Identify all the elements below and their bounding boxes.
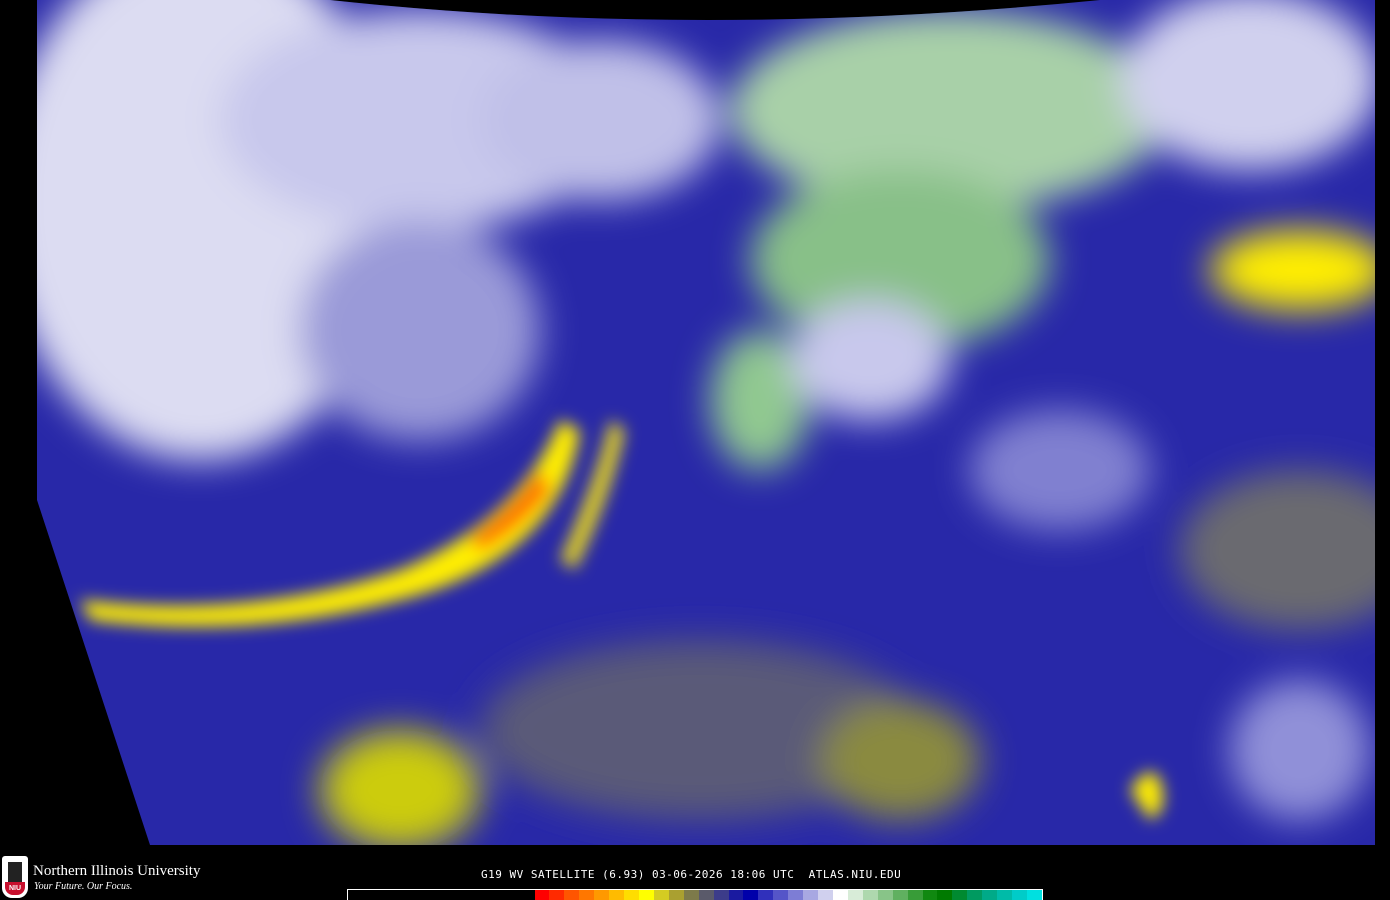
tower-icon — [8, 862, 22, 882]
color-scale-swatch — [982, 890, 998, 900]
color-scale-swatch — [967, 890, 983, 900]
color-scale-swatch — [698, 890, 714, 900]
color-scale-swatch — [728, 890, 744, 900]
color-scale-swatch — [892, 890, 908, 900]
color-scale-swatch — [624, 890, 640, 900]
color-scale-swatch — [773, 890, 789, 900]
color-scale-swatch — [907, 890, 923, 900]
niu-logo: NIU — [2, 856, 28, 898]
color-scale-swatch — [549, 890, 565, 900]
color-scale-swatch — [758, 890, 774, 900]
color-scale-swatch — [639, 890, 654, 900]
color-scale-bar — [347, 889, 1043, 900]
color-scale-swatch — [564, 890, 580, 900]
color-scale-swatch — [579, 890, 595, 900]
color-scale-swatch — [534, 890, 550, 900]
color-scale-swatch — [922, 890, 938, 900]
water-vapor-satellite-map — [37, 0, 1375, 845]
color-scale-swatch — [818, 890, 833, 900]
color-scale-swatch — [594, 890, 610, 900]
color-scale-swatch — [743, 890, 759, 900]
color-scale-swatch — [788, 890, 804, 900]
color-scale-swatch — [997, 890, 1013, 900]
color-scale-swatch — [348, 890, 535, 900]
color-scale-swatch — [877, 890, 893, 900]
color-scale-swatch — [1026, 890, 1042, 900]
color-scale-swatch — [668, 890, 684, 900]
logo-text: NIU — [5, 882, 25, 895]
image-caption: G19 WV SATELLITE (6.93) 03-06-2026 18:06… — [481, 868, 902, 881]
color-scale-swatch — [683, 890, 699, 900]
footer-bar: NIU Northern Illinois University Your Fu… — [0, 850, 1390, 900]
color-scale-swatch — [609, 890, 625, 900]
color-scale-swatch — [937, 890, 953, 900]
color-scale-swatch — [1012, 890, 1027, 900]
university-name: Northern Illinois University — [33, 863, 201, 879]
color-scale-swatch — [803, 890, 819, 900]
color-scale-swatch — [653, 890, 669, 900]
color-scale-swatch — [862, 890, 878, 900]
color-scale-swatch — [833, 890, 848, 900]
color-scale-swatch — [847, 890, 863, 900]
color-scale-swatch — [952, 890, 968, 900]
university-tagline: Your Future. Our Focus. — [34, 881, 133, 892]
color-scale-swatch — [713, 890, 729, 900]
